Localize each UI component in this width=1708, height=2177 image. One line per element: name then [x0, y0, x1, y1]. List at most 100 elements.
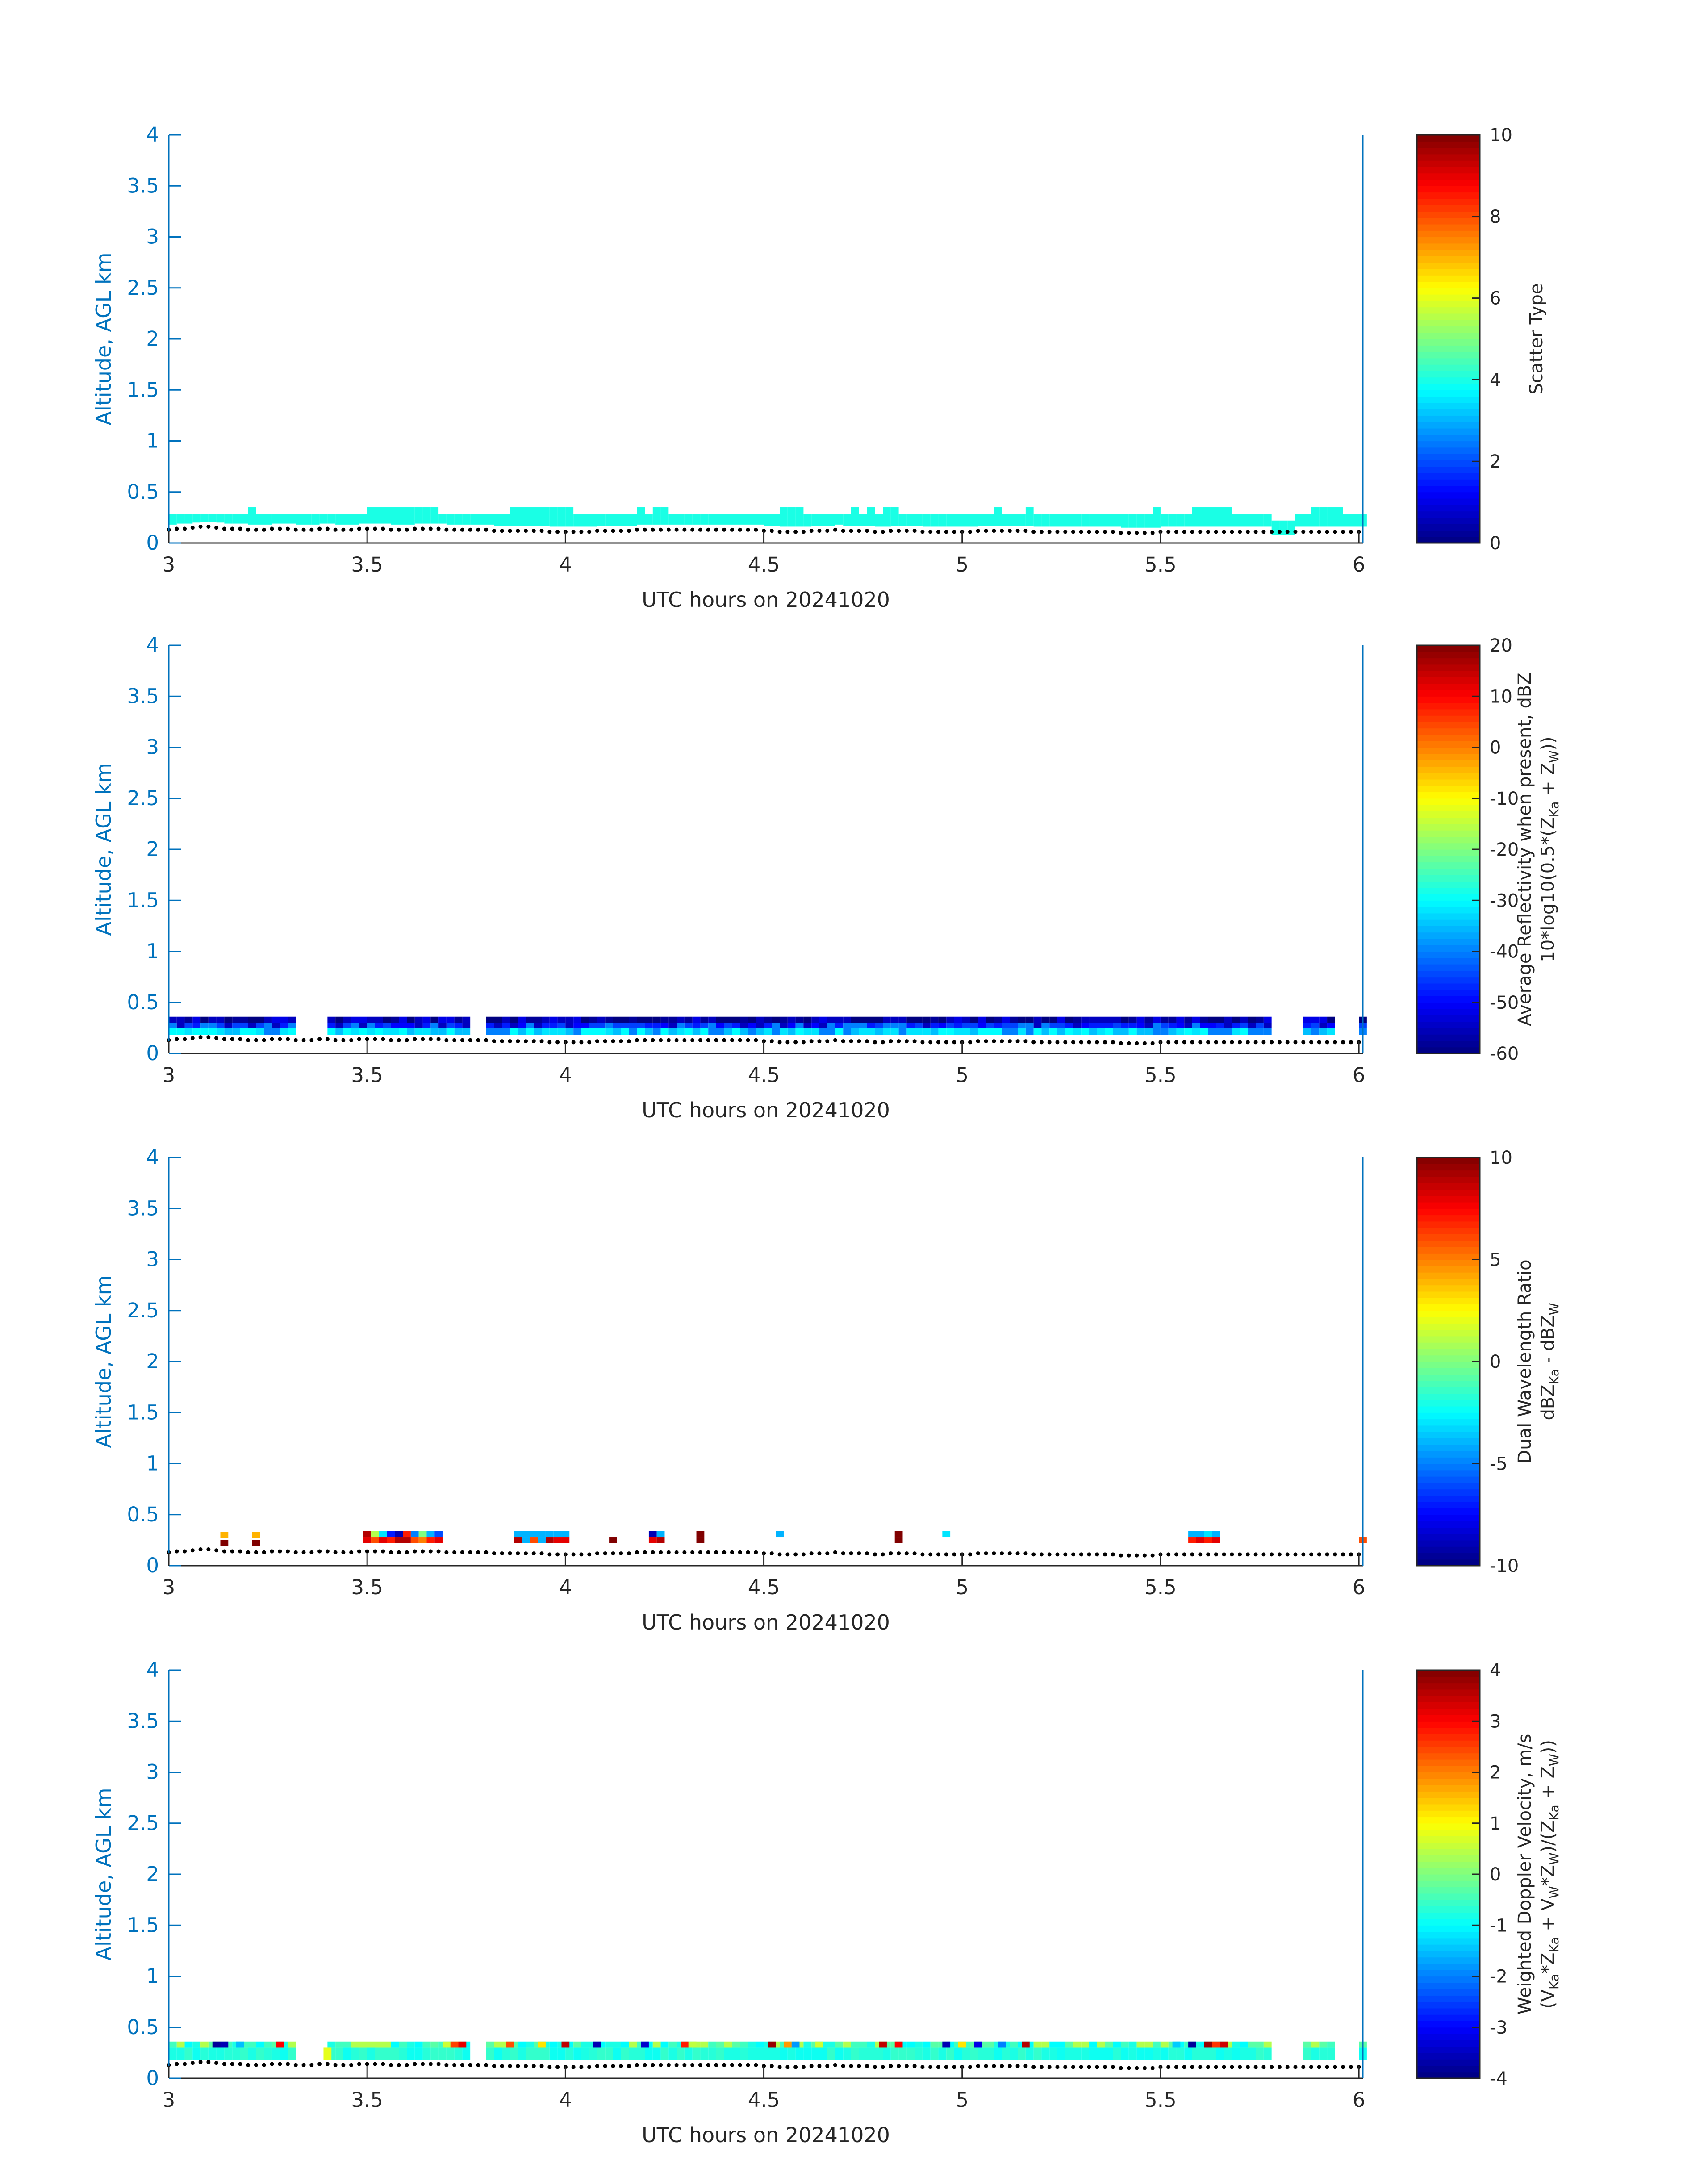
- heatmap-cell: [232, 1016, 240, 1023]
- colorbar-swatch: [1417, 696, 1480, 703]
- colorbar-swatch: [1417, 415, 1480, 422]
- colorbar-label: Weighted Doppler Velocity, m/s: [1515, 1734, 1535, 2015]
- surface-point: [722, 527, 727, 532]
- colorbar-swatch: [1417, 856, 1480, 863]
- heatmap-cell: [581, 1028, 589, 1035]
- surface-point: [1277, 2065, 1282, 2069]
- surface-point: [579, 1040, 584, 1045]
- surface-point: [357, 2062, 361, 2066]
- heatmap-cell: [1216, 1016, 1224, 1023]
- heatmap-cell: [1025, 1016, 1034, 1023]
- colorbar-swatch: [1417, 926, 1480, 933]
- colorbar-swatch: [1417, 186, 1480, 193]
- heatmap-cell: [1256, 2041, 1264, 2048]
- surface-point: [190, 2061, 195, 2065]
- heatmap-cell: [894, 2041, 903, 2048]
- y-tick-label: 4: [146, 1145, 159, 1169]
- surface-point: [1111, 1040, 1115, 1045]
- surface-point: [1206, 1040, 1211, 1045]
- heatmap-cell: [1208, 1023, 1216, 1028]
- heatmap-cell: [1153, 2041, 1161, 2048]
- colorbar-swatch: [1417, 1202, 1480, 1209]
- surface-point: [666, 1550, 671, 1554]
- heatmap-cell: [224, 1016, 233, 1023]
- colorbar-swatch: [1417, 1489, 1480, 1496]
- heatmap-cell: [938, 2047, 947, 2060]
- colorbar-swatch: [1417, 498, 1480, 505]
- surface-point: [1007, 1551, 1012, 1556]
- heatmap-cell: [446, 2047, 455, 2060]
- heatmap-cell: [367, 2047, 375, 2060]
- heatmap-cell: [716, 2041, 724, 2048]
- colorbar-swatch: [1417, 1683, 1480, 1690]
- heatmap-cell: [534, 1016, 542, 1023]
- surface-point: [1079, 2065, 1083, 2069]
- heatmap-cell: [1172, 2041, 1181, 2048]
- heatmap-cell: [1136, 1028, 1145, 1035]
- surface-point: [452, 1038, 457, 1042]
- surface-point: [1349, 530, 1353, 534]
- heatmap-cell: [621, 2041, 629, 2048]
- surface-point: [373, 1549, 377, 1554]
- heatmap-cell: [176, 514, 185, 524]
- surface-point: [611, 1039, 615, 1044]
- heatmap-cell: [1049, 2047, 1057, 2060]
- surface-point: [460, 1038, 464, 1042]
- surface-point: [1166, 2065, 1171, 2069]
- heatmap-cell: [708, 1016, 716, 1023]
- heatmap-cell: [716, 1023, 724, 1028]
- surface-point: [714, 1038, 718, 1042]
- heatmap-cell: [391, 2047, 399, 2060]
- colorbar-tick-label: 6: [1490, 288, 1501, 309]
- surface-point: [1135, 1553, 1139, 1558]
- x-tick-label: 4: [559, 2088, 572, 2112]
- heatmap-cell: [232, 514, 240, 524]
- heatmap-cell: [271, 1023, 280, 1028]
- heatmap-cell: [589, 514, 597, 527]
- heatmap-cell: [383, 2041, 391, 2048]
- heatmap-cell: [557, 507, 566, 527]
- surface-point: [206, 1035, 211, 1039]
- surface-point: [1127, 1553, 1131, 1558]
- heatmap-cell: [418, 1537, 427, 1543]
- colorbar-tick-label: 0: [1490, 533, 1501, 554]
- heatmap-cell: [621, 1023, 629, 1028]
- heatmap-cell: [1121, 1016, 1129, 1023]
- colorbar-label-subscript: Ka: [1547, 1974, 1562, 1989]
- heatmap-cell: [1248, 1028, 1256, 1035]
- colorbar-swatch: [1417, 173, 1480, 180]
- colorbar-swatch: [1417, 990, 1480, 997]
- heatmap-cell: [216, 2047, 225, 2060]
- surface-point: [1285, 2065, 1290, 2069]
- colorbar-label-subscript: W: [1547, 1852, 1562, 1865]
- y-tick-label: 2: [146, 837, 159, 861]
- surface-point: [1111, 1552, 1115, 1557]
- heatmap-cell: [383, 1028, 391, 1035]
- surface-point: [262, 1038, 266, 1042]
- heatmap-cell: [589, 1028, 597, 1035]
- heatmap-cell: [1081, 1023, 1090, 1028]
- surface-point: [484, 1038, 489, 1042]
- colorbar-swatch: [1417, 875, 1480, 882]
- heatmap-cell: [200, 1028, 209, 1035]
- surface-point: [952, 1040, 956, 1045]
- heatmap-cell: [1089, 2041, 1097, 2048]
- surface-point: [1063, 530, 1068, 534]
- heatmap-cell: [1319, 2041, 1328, 2048]
- surface-point: [1039, 2065, 1044, 2069]
- colorbar-swatch: [1417, 1559, 1480, 1566]
- heatmap-cell: [1128, 1028, 1137, 1035]
- colorbar-swatch: [1417, 1406, 1480, 1413]
- heatmap-cell: [438, 2047, 447, 2060]
- heatmap-cell: [645, 1016, 653, 1023]
- colorbar-swatch: [1417, 1208, 1480, 1216]
- heatmap-cell: [835, 514, 844, 525]
- surface-point: [904, 1039, 909, 1044]
- heatmap-cell: [764, 1028, 772, 1035]
- heatmap-cell: [772, 2047, 780, 2060]
- surface-point: [1119, 1553, 1123, 1558]
- y-tick-label: 3: [146, 735, 159, 759]
- colorbar-swatch: [1417, 1304, 1480, 1311]
- heatmap-cell: [276, 2041, 284, 2048]
- heatmap-cell: [1041, 1016, 1050, 1023]
